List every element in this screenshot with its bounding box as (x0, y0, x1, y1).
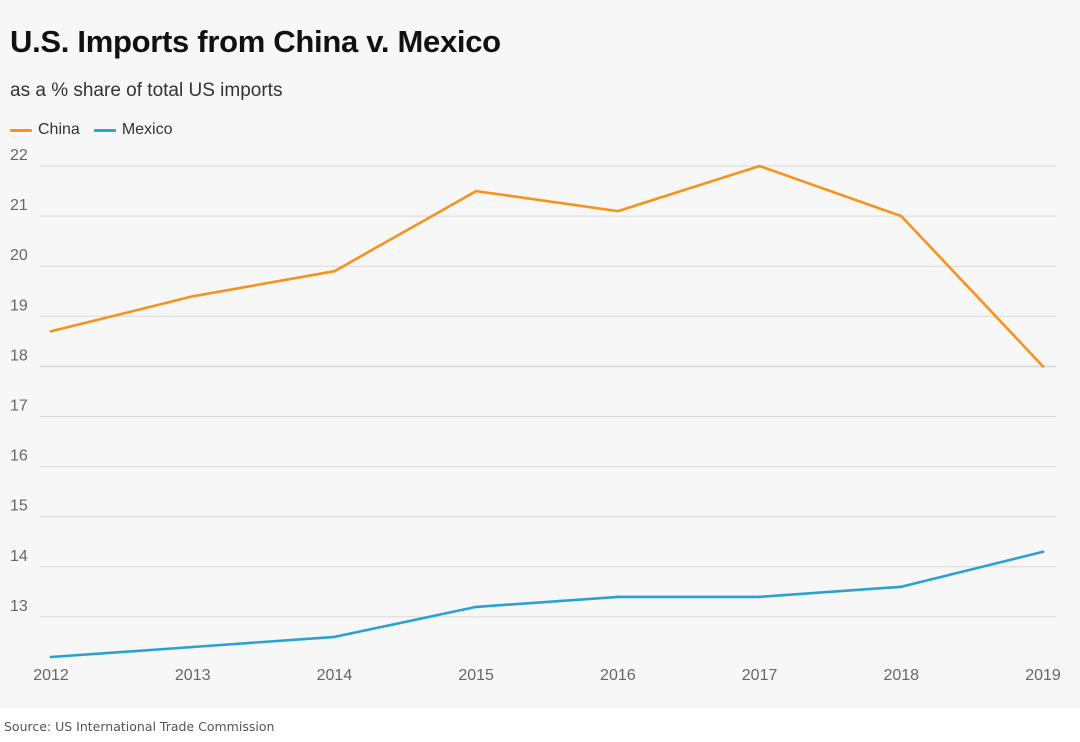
x-tick-label-2017: 2017 (742, 667, 778, 684)
series-line-mexico (49, 550, 1045, 659)
legend-label-china: China (38, 121, 80, 138)
y-tick-label-18: 18 (10, 347, 28, 364)
y-tick-label-15: 15 (10, 498, 28, 515)
data-point-mexico-2017 (758, 595, 761, 599)
legend-label-mexico: Mexico (121, 121, 173, 138)
y-tick-label-13: 13 (10, 598, 28, 615)
source-note: Source: US International Trade Commissio… (4, 719, 275, 734)
data-point-mexico-2018 (899, 585, 903, 589)
data-point-mexico-2015 (474, 605, 478, 609)
data-point-china-2018 (899, 214, 903, 218)
legend-swatch-mexico (93, 128, 116, 132)
data-point-mexico-2012 (49, 655, 53, 659)
data-point-china-2012 (49, 330, 53, 333)
y-tick-label-17: 17 (10, 398, 28, 415)
y-tick-label-16: 16 (10, 448, 28, 465)
data-point-china-2014 (333, 269, 336, 273)
y-tick-label-14: 14 (10, 548, 28, 565)
legend-item-mexico[interactable]: Mexico (93, 121, 173, 139)
x-tick-label-2019: 2019 (1025, 667, 1061, 684)
legend-swatch-china (10, 128, 32, 132)
y-tick-label-19: 19 (10, 297, 28, 314)
data-point-china-2017 (758, 164, 761, 168)
data-point-mexico-2013 (191, 645, 195, 649)
x-tick-label-2018: 2018 (883, 667, 919, 684)
chart-card (0, 0, 1080, 708)
y-tick-label-22: 22 (10, 147, 28, 164)
chart-title: U.S. Imports from China v. Mexico (10, 24, 501, 59)
data-point-china-2016 (616, 209, 620, 213)
data-point-mexico-2014 (333, 635, 336, 639)
y-tick-label-21: 21 (10, 197, 28, 214)
x-tick-label-2012: 2012 (33, 667, 69, 684)
x-tick-label-2015: 2015 (458, 667, 494, 684)
data-point-china-2015 (474, 189, 478, 193)
chart-subtitle: as a % share of total US imports (10, 80, 283, 101)
legend-item-china[interactable]: China (10, 121, 80, 139)
series-line-china (49, 164, 1045, 368)
y-tick-label-20: 20 (10, 247, 28, 264)
x-tick-label-2016: 2016 (600, 667, 636, 684)
data-point-china-2013 (191, 294, 195, 298)
data-point-mexico-2016 (616, 595, 620, 599)
chart-legend: China Mexico (10, 121, 173, 139)
data-point-china-2019 (1041, 365, 1045, 368)
line-chart: 13 14 15 16 17 18 19 20 21 22 2012 2013 2014 2015 2016… (10, 147, 1061, 684)
x-tick-label-2014: 2014 (317, 667, 353, 684)
data-point-mexico-2019 (1041, 550, 1045, 554)
x-tick-label-2013: 2013 (175, 667, 211, 684)
